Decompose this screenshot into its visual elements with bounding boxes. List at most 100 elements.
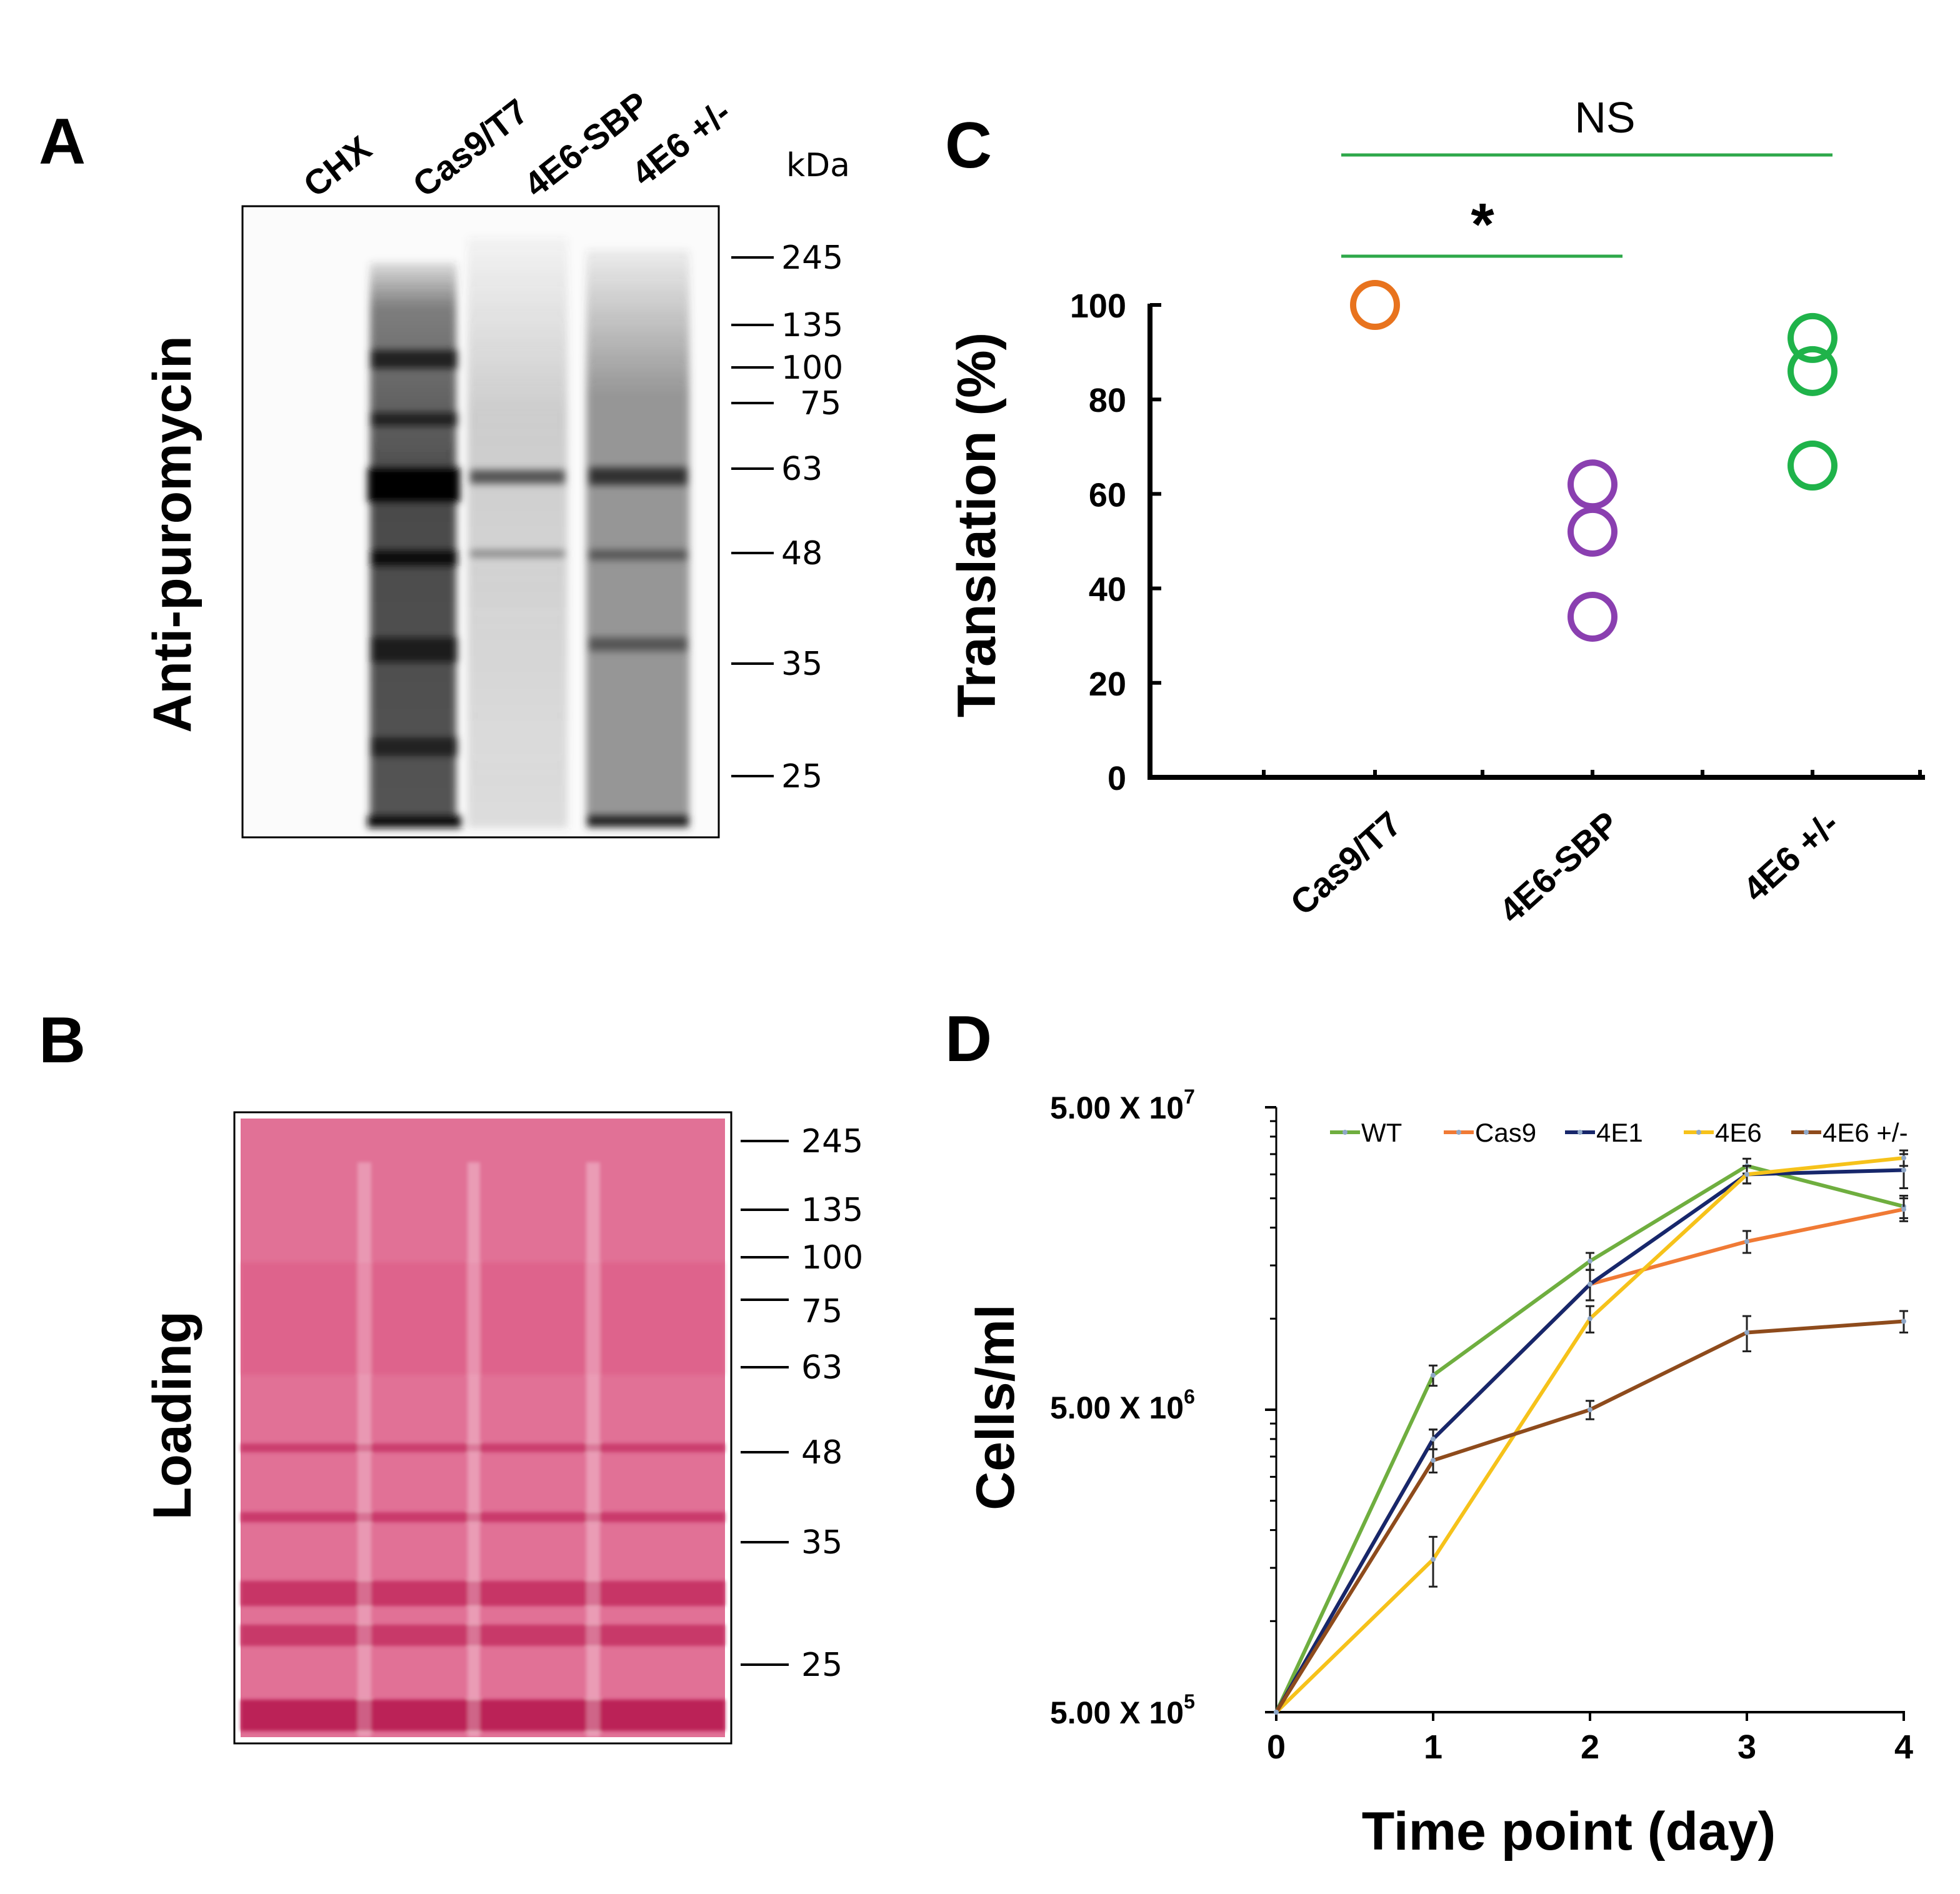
data-point-4e1	[1431, 1436, 1436, 1442]
lane-4e6het-smear	[586, 250, 689, 828]
ytick-label-5e7: 5.00 X 107	[1050, 1085, 1195, 1125]
panel-c-axes: 0 20 40 60 80 100	[1070, 287, 1925, 797]
data-point-cas9	[1744, 1239, 1749, 1244]
category-label: 4E6 +/-	[1736, 804, 1846, 909]
ytick-base: 5.00 X 10	[1050, 1695, 1184, 1730]
panel-d: D Cells/ml Time point (day) 5.00 X 107 5…	[945, 1003, 1913, 1862]
panel-c: C Translation (%) NS * 0 20 40 60 80 100 Cas9…	[945, 93, 1925, 930]
data-point-4e6-sbp	[1568, 591, 1618, 642]
x-tick-label: 3	[1738, 1728, 1756, 1766]
legend-marker	[1804, 1130, 1809, 1135]
series-line-4e1	[1274, 1168, 1904, 1713]
panel-d-axes: 0 1 2 3 4	[1265, 1106, 1913, 1766]
lane-gap	[586, 1162, 600, 1737]
panel-d-ytick-labels: 5.00 X 107 5.00 X 106 5.00 X 105	[1050, 1085, 1195, 1730]
blot-band	[589, 637, 688, 651]
significance-brackets: NS *	[1341, 93, 1832, 258]
panel-c-ylabel: Translation (%)	[947, 332, 1007, 717]
legend-label: Cas9	[1475, 1118, 1536, 1147]
panel-b-marker-labels: 245 135 100 75 63 48 35 25	[801, 1123, 863, 1684]
lane-label: Cas9/T7	[406, 91, 536, 205]
blot-band	[589, 467, 688, 485]
data-point-4e6	[1744, 1172, 1749, 1177]
marker-label: 135	[801, 1192, 863, 1229]
panel-a: A Anti-puromycin CHX Cas9/T7 4E6-SBP 4E6…	[39, 84, 850, 839]
data-point-4e6-sbp	[1568, 506, 1618, 557]
marker-label: 135	[781, 307, 843, 344]
panel-b: B Loading	[39, 1004, 863, 1745]
x-tick-label: 1	[1424, 1728, 1442, 1766]
panel-c-category-labels: Cas9/T7 4E6-SBP 4E6 +/-	[1282, 804, 1846, 930]
blot-band	[370, 350, 458, 369]
legend-label: WT	[1361, 1118, 1402, 1147]
ytick-base: 5.00 X 10	[1050, 1090, 1184, 1125]
y-tick-label: 0	[1108, 760, 1126, 797]
lane-label: CHX	[296, 128, 379, 204]
panel-d-series	[1274, 1149, 1908, 1715]
marker-label: 245	[801, 1123, 863, 1160]
ytick-exp: 7	[1184, 1085, 1195, 1108]
data-point-wt	[1431, 1372, 1436, 1378]
stain-band	[241, 1625, 725, 1646]
panel-b-markers	[741, 1140, 789, 1666]
sig-label-ns: NS	[1574, 93, 1635, 142]
panel-a-letter: A	[39, 106, 86, 178]
marker-label: 75	[800, 385, 841, 422]
blot-band	[588, 815, 689, 827]
marker-label: 75	[801, 1293, 842, 1330]
ytick-label-5e5: 5.00 X 105	[1050, 1690, 1195, 1730]
panel-d-xlabel: Time point (day)	[1362, 1802, 1776, 1862]
stain-band	[241, 1443, 725, 1452]
marker-label: 63	[801, 1349, 842, 1387]
blot-band	[368, 467, 460, 502]
stain-band	[241, 1700, 725, 1731]
marker-label: 25	[801, 1647, 842, 1684]
data-point-4e6-	[1744, 1330, 1749, 1335]
panel-d-ylabel: Cells/ml	[966, 1304, 1026, 1510]
ponceau-stain	[233, 1111, 732, 1745]
stain-band	[241, 1262, 725, 1375]
panel-a-ylabel: Anti-puromycin	[142, 336, 202, 732]
blot-band	[470, 550, 565, 557]
data-point-4e6	[1588, 1316, 1592, 1322]
y-tick-label: 100	[1070, 287, 1126, 325]
data-point-4e6-	[1431, 1458, 1436, 1463]
y-tick-label: 20	[1089, 665, 1126, 703]
legend-marker	[1578, 1130, 1582, 1135]
category-label: Cas9/T7	[1282, 804, 1409, 923]
blot-band	[470, 470, 565, 484]
data-point-4e6-	[1901, 1318, 1906, 1324]
lane-gap	[358, 1162, 371, 1737]
panel-b-letter: B	[39, 1004, 86, 1077]
data-point-4e6-	[1788, 441, 1838, 491]
western-blot	[241, 205, 720, 839]
data-point-4e1	[1588, 1282, 1592, 1287]
data-point-4e6-	[1588, 1407, 1592, 1412]
panel-a-marker-labels: 245 135 100 75 63 48 35 25	[781, 239, 843, 795]
data-point-4e6	[1431, 1557, 1436, 1562]
data-point-4e6-	[1274, 1710, 1279, 1715]
legend-label: 4E1	[1596, 1118, 1643, 1147]
x-tick-label: 2	[1581, 1728, 1599, 1766]
sig-label-star: *	[1471, 191, 1494, 258]
series-line-wt	[1274, 1164, 1904, 1713]
data-point-4e6	[1901, 1155, 1906, 1161]
x-tick-label: 0	[1267, 1728, 1286, 1766]
marker-label: 48	[781, 535, 822, 572]
data-point-4e6-	[1788, 346, 1838, 396]
data-point-cas9-t7	[1350, 280, 1400, 330]
panel-c-points	[1350, 280, 1838, 642]
data-point-wt	[1588, 1259, 1592, 1264]
panel-d-legend: WT Cas9 4E1 4E6 4E6 +/-	[1330, 1118, 1908, 1147]
panel-b-ylabel: Loading	[142, 1311, 202, 1520]
x-tick-label: 4	[1894, 1728, 1913, 1766]
legend-label: 4E6	[1715, 1118, 1762, 1147]
legend-marker	[1456, 1130, 1461, 1135]
y-tick-label: 40	[1089, 571, 1126, 609]
legend-label: 4E6 +/-	[1822, 1118, 1908, 1147]
stain-band	[241, 1581, 725, 1606]
data-point-4e6-	[1788, 312, 1838, 363]
data-point-4e1	[1901, 1167, 1906, 1173]
marker-label: 63	[781, 451, 822, 488]
